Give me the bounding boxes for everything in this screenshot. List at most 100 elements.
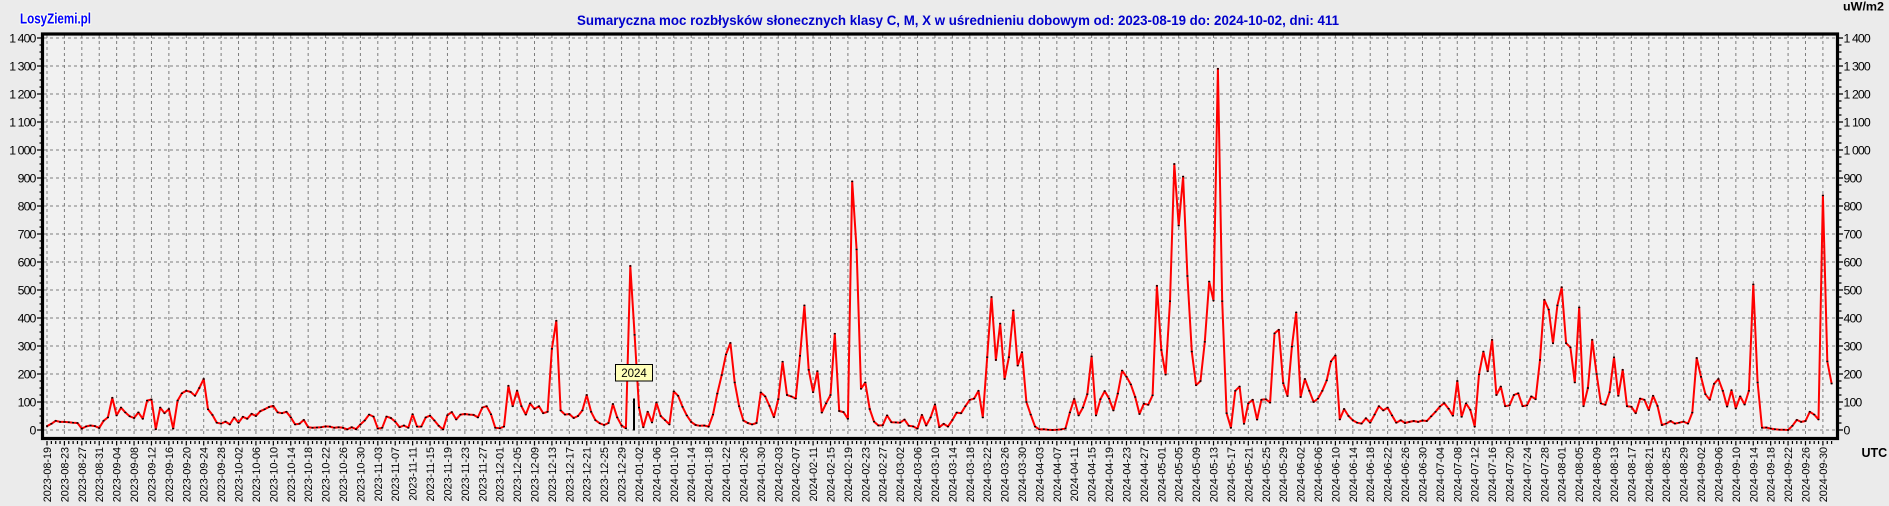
svg-text:900: 900 bbox=[1844, 172, 1863, 186]
svg-text:2024-08-09: 2024-08-09 bbox=[1592, 447, 1604, 502]
svg-text:2024-06-14: 2024-06-14 bbox=[1348, 447, 1360, 502]
svg-text:2024-08-05: 2024-08-05 bbox=[1574, 447, 1586, 502]
svg-text:2023-09-20: 2023-09-20 bbox=[181, 447, 193, 502]
svg-text:2023-08-27: 2023-08-27 bbox=[77, 447, 89, 502]
svg-text:2023-09-04: 2023-09-04 bbox=[112, 447, 124, 502]
svg-text:2024-05-17: 2024-05-17 bbox=[1226, 447, 1238, 502]
svg-text:2024-03-10: 2024-03-10 bbox=[930, 447, 942, 502]
svg-text:2024-08-21: 2024-08-21 bbox=[1644, 447, 1656, 502]
svg-text:1 000: 1 000 bbox=[1844, 144, 1871, 158]
svg-text:1 400: 1 400 bbox=[9, 32, 36, 46]
svg-text:2024-07-24: 2024-07-24 bbox=[1522, 447, 1534, 502]
svg-text:0: 0 bbox=[1844, 424, 1851, 438]
svg-text:2024-03-14: 2024-03-14 bbox=[947, 447, 959, 502]
svg-text:300: 300 bbox=[1844, 340, 1863, 354]
svg-text:2024-09-02: 2024-09-02 bbox=[1696, 447, 1708, 502]
svg-text:400: 400 bbox=[1844, 312, 1863, 326]
svg-text:1 300: 1 300 bbox=[1844, 60, 1871, 74]
svg-text:2024-09-18: 2024-09-18 bbox=[1766, 447, 1778, 502]
svg-text:2024-06-10: 2024-06-10 bbox=[1330, 447, 1342, 502]
svg-text:2024-01-14: 2024-01-14 bbox=[686, 447, 698, 502]
svg-text:2023-12-21: 2023-12-21 bbox=[582, 447, 594, 502]
svg-text:600: 600 bbox=[18, 256, 37, 270]
svg-text:900: 900 bbox=[18, 172, 37, 186]
svg-text:0: 0 bbox=[30, 424, 37, 438]
svg-text:2024-03-30: 2024-03-30 bbox=[1017, 447, 1029, 502]
svg-text:2024-07-16: 2024-07-16 bbox=[1487, 447, 1499, 502]
svg-text:2023-10-30: 2023-10-30 bbox=[355, 447, 367, 502]
svg-text:UTC: UTC bbox=[1862, 446, 1888, 460]
svg-text:2024-05-01: 2024-05-01 bbox=[1156, 447, 1168, 502]
svg-text:2023-12-29: 2023-12-29 bbox=[617, 447, 629, 502]
svg-text:2024-07-12: 2024-07-12 bbox=[1470, 447, 1482, 502]
svg-text:2024-09-14: 2024-09-14 bbox=[1748, 447, 1760, 502]
svg-text:800: 800 bbox=[1844, 200, 1863, 214]
svg-text:2024-08-25: 2024-08-25 bbox=[1661, 447, 1673, 502]
svg-text:2024-07-28: 2024-07-28 bbox=[1539, 447, 1551, 502]
svg-text:2023-12-05: 2023-12-05 bbox=[512, 447, 524, 502]
svg-text:2024-04-23: 2024-04-23 bbox=[1122, 447, 1134, 502]
svg-text:2023-12-09: 2023-12-09 bbox=[530, 447, 542, 502]
svg-text:2023-11-15: 2023-11-15 bbox=[425, 447, 437, 501]
svg-text:2023-09-08: 2023-09-08 bbox=[129, 447, 141, 502]
svg-text:100: 100 bbox=[1844, 396, 1863, 410]
svg-text:400: 400 bbox=[18, 312, 37, 326]
svg-text:2024-02-03: 2024-02-03 bbox=[773, 447, 785, 502]
svg-text:2024-09-06: 2024-09-06 bbox=[1713, 447, 1725, 502]
svg-text:1 400: 1 400 bbox=[1844, 32, 1871, 46]
svg-text:2024-04-27: 2024-04-27 bbox=[1139, 447, 1151, 502]
svg-text:2024-08-01: 2024-08-01 bbox=[1557, 447, 1569, 502]
svg-text:2024-02-11: 2024-02-11 bbox=[808, 447, 820, 501]
svg-text:2024-08-29: 2024-08-29 bbox=[1679, 447, 1691, 502]
svg-text:2024-06-22: 2024-06-22 bbox=[1383, 447, 1395, 502]
svg-text:2023-11-03: 2023-11-03 bbox=[373, 447, 385, 501]
svg-text:2023-11-27: 2023-11-27 bbox=[477, 447, 489, 501]
svg-text:2024-09-30: 2024-09-30 bbox=[1818, 447, 1830, 502]
svg-text:2023-09-16: 2023-09-16 bbox=[164, 447, 176, 502]
svg-text:2024-02-19: 2024-02-19 bbox=[843, 447, 855, 502]
svg-text:2023-10-02: 2023-10-02 bbox=[234, 447, 246, 502]
svg-text:600: 600 bbox=[1844, 256, 1863, 270]
svg-text:700: 700 bbox=[18, 228, 37, 242]
svg-text:2024-07-20: 2024-07-20 bbox=[1505, 447, 1517, 502]
svg-text:2024-06-26: 2024-06-26 bbox=[1400, 447, 1412, 502]
svg-text:100: 100 bbox=[18, 396, 37, 410]
svg-text:2024-05-13: 2024-05-13 bbox=[1209, 447, 1221, 502]
svg-text:2024-01-06: 2024-01-06 bbox=[651, 447, 663, 502]
svg-text:2024-05-25: 2024-05-25 bbox=[1261, 447, 1273, 502]
svg-text:2024-01-18: 2024-01-18 bbox=[704, 447, 716, 502]
svg-text:2024-02-27: 2024-02-27 bbox=[878, 447, 890, 502]
svg-text:2023-12-17: 2023-12-17 bbox=[564, 447, 576, 502]
svg-text:200: 200 bbox=[18, 368, 37, 382]
svg-text:2023-08-31: 2023-08-31 bbox=[94, 447, 106, 502]
svg-text:2024-01-02: 2024-01-02 bbox=[634, 447, 646, 502]
svg-text:LosyZiemi.pl: LosyZiemi.pl bbox=[20, 11, 91, 28]
svg-text:300: 300 bbox=[18, 340, 37, 354]
svg-text:1 200: 1 200 bbox=[1844, 88, 1871, 102]
svg-text:2024-05-05: 2024-05-05 bbox=[1174, 447, 1186, 502]
svg-text:2023-09-28: 2023-09-28 bbox=[216, 447, 228, 502]
svg-text:2024-06-18: 2024-06-18 bbox=[1365, 447, 1377, 502]
svg-text:2024-05-21: 2024-05-21 bbox=[1243, 447, 1255, 502]
svg-text:2024-03-22: 2024-03-22 bbox=[982, 447, 994, 502]
svg-text:Sumaryczna moc rozbłysków słon: Sumaryczna moc rozbłysków słonecznych kl… bbox=[577, 12, 1339, 28]
svg-text:2024-04-07: 2024-04-07 bbox=[1052, 447, 1064, 502]
svg-text:1 200: 1 200 bbox=[9, 88, 36, 102]
svg-text:2023-11-23: 2023-11-23 bbox=[460, 447, 472, 501]
svg-text:2024-01-10: 2024-01-10 bbox=[669, 447, 681, 502]
svg-text:2024-02-15: 2024-02-15 bbox=[826, 447, 838, 502]
svg-text:2023-11-07: 2023-11-07 bbox=[390, 447, 402, 501]
svg-text:2024-03-02: 2024-03-02 bbox=[895, 447, 907, 502]
svg-text:2024-01-26: 2024-01-26 bbox=[738, 447, 750, 502]
svg-text:2024: 2024 bbox=[621, 368, 647, 380]
svg-text:2024-04-19: 2024-04-19 bbox=[1104, 447, 1116, 502]
svg-text:2023-08-23: 2023-08-23 bbox=[59, 447, 71, 502]
svg-text:2023-12-25: 2023-12-25 bbox=[599, 447, 611, 502]
svg-text:2024-03-06: 2024-03-06 bbox=[913, 447, 925, 502]
svg-text:2023-09-12: 2023-09-12 bbox=[147, 447, 159, 502]
svg-text:500: 500 bbox=[18, 284, 37, 298]
svg-text:2023-11-19: 2023-11-19 bbox=[442, 447, 454, 501]
svg-text:800: 800 bbox=[18, 200, 37, 214]
svg-text:2024-04-03: 2024-04-03 bbox=[1034, 447, 1046, 502]
svg-text:2023-11-11: 2023-11-11 bbox=[408, 447, 420, 501]
